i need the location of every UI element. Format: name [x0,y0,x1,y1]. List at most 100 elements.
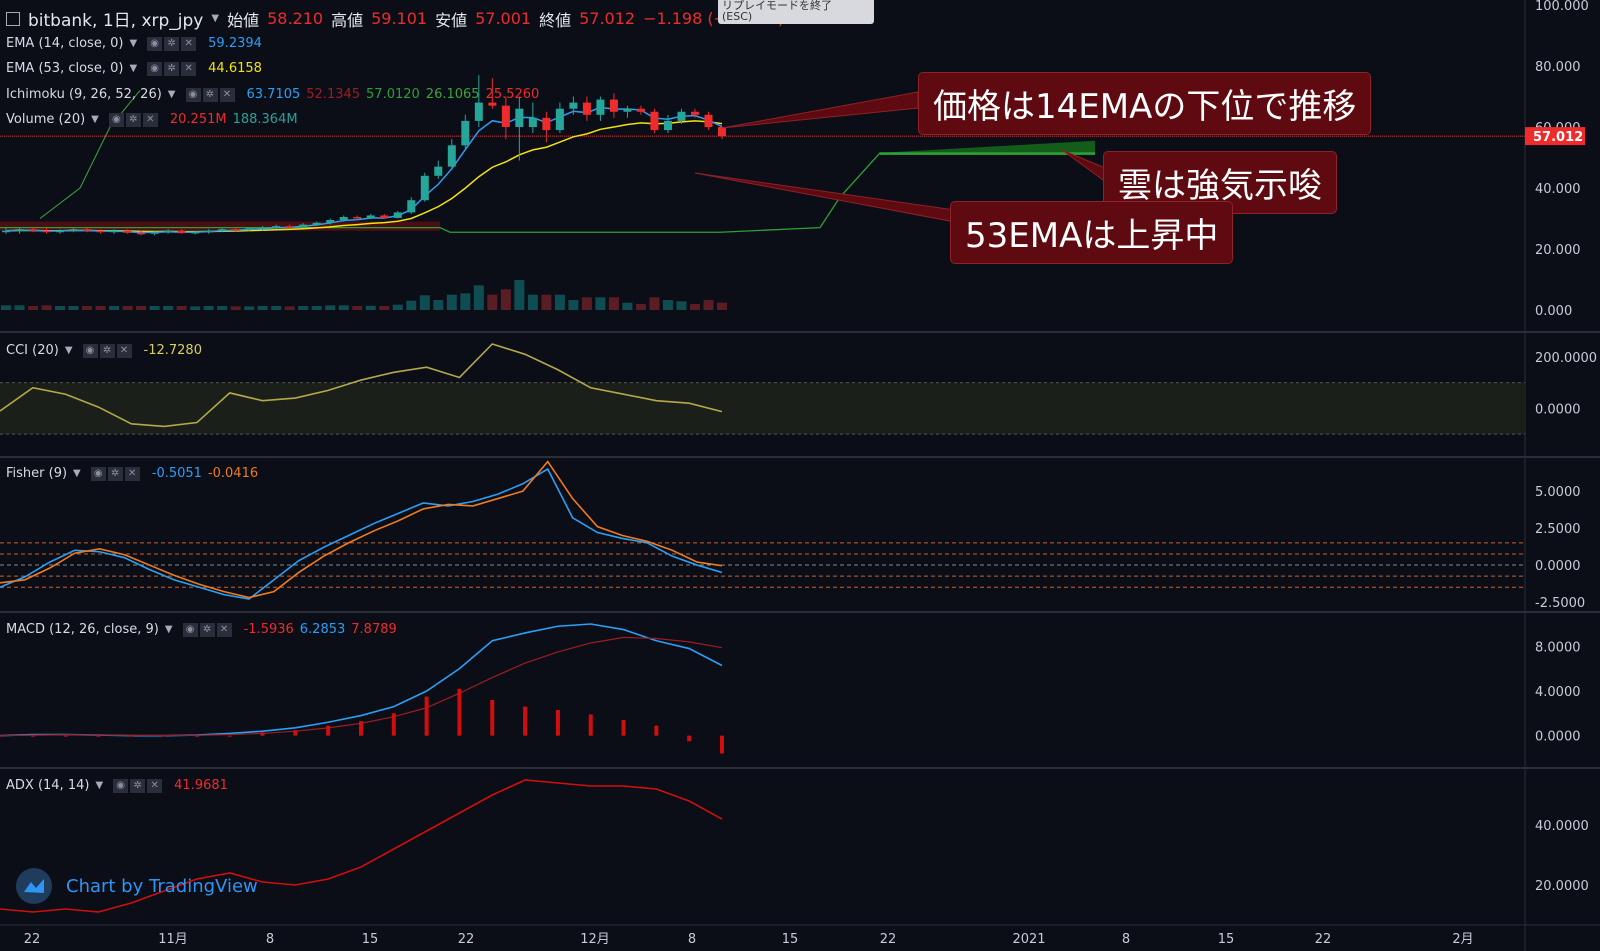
candle-body [231,229,240,231]
legend-macd[interactable]: MACD (12, 26, close, 9) ▼ ◉ ✲ ✕ -1.5936 6.2… [6,622,397,637]
close-icon[interactable]: ✕ [124,466,140,481]
chevron-down-icon[interactable]: ▼ [129,38,138,49]
candle-body [569,102,578,109]
chevron-down-icon[interactable]: ▼ [164,624,173,635]
close-icon[interactable]: ✕ [116,343,132,358]
annotation-callout[interactable]: 53EMAは上昇中 [950,201,1234,264]
eye-icon[interactable]: ◉ [113,778,129,793]
legend-ichimoku[interactable]: Ichimoku (9, 26, 52, 26) ▼ ◉ ✲ ✕ 63.7105 52… [6,87,539,102]
close-icon[interactable]: ✕ [216,622,232,637]
volume-bar [717,302,727,310]
volume-bar [230,306,241,310]
eye-icon[interactable]: ◉ [147,36,163,51]
legend-ema14[interactable]: EMA (14, close, 0) ▼ ◉ ✲ ✕ 59.2394 [6,36,262,51]
eye-icon[interactable]: ◉ [108,112,124,127]
candle-body [164,230,173,233]
chevron-down-icon[interactable]: ▼ [211,13,220,24]
macd-histogram-bar [129,735,134,737]
volume-bar [163,306,174,310]
eye-icon[interactable]: ◉ [185,87,201,102]
y-tick-label: 200.0000 [1535,351,1597,366]
volume-bar [14,305,25,310]
macd-histogram-bar [359,721,363,736]
gear-icon[interactable]: ✲ [130,778,146,793]
eye-icon[interactable]: ◉ [90,466,106,481]
candle-body [353,216,362,219]
replay-tooltip[interactable]: リプレイモードを終了 (ESC) [718,0,874,24]
chevron-down-icon[interactable]: ▼ [95,780,104,791]
volume-bar [298,306,309,310]
senkou-span-a [0,152,1095,233]
y-tick-label: 80.000 [1535,60,1581,75]
low-label: 安値 [435,10,468,30]
chevron-down-icon[interactable]: ▼ [129,63,138,74]
gear-icon[interactable]: ✲ [202,87,218,102]
candle-body [366,215,375,219]
candle-body [690,111,699,115]
indicator-value: 7.8789 [351,622,397,637]
candle-body [204,230,213,233]
chevron-down-icon[interactable]: ▼ [64,345,73,356]
candle-body [285,226,294,228]
x-tick-label: 8 [1122,932,1130,947]
volume-bar [500,289,511,310]
gear-icon[interactable]: ✲ [164,61,180,76]
volume-bar [190,306,201,310]
chevron-down-icon[interactable]: ▼ [91,114,99,125]
close-icon[interactable]: ✕ [181,61,197,76]
close-icon[interactable]: ✕ [147,778,163,793]
gear-icon[interactable]: ✲ [125,112,141,127]
legend-ema53[interactable]: EMA (53, close, 0) ▼ ◉ ✲ ✕ 44.6158 [6,61,262,76]
volume-bar [689,304,700,310]
candle-body [582,102,591,115]
macd-histogram-bar [326,725,331,736]
eye-icon[interactable]: ◉ [182,622,198,637]
fisher-trigger-line [0,460,723,599]
tradingview-branding[interactable]: Chart by TradingView [16,868,258,904]
eye-icon[interactable]: ◉ [147,61,163,76]
indicator-name: Fisher (9) [6,466,68,481]
ichimoku-cloud-bullish [880,140,1095,153]
gear-icon[interactable]: ✲ [99,343,115,358]
volume-bar [28,306,39,310]
candle-body [461,120,470,146]
volume-bar [608,297,619,310]
macd-histogram-bar [96,735,101,737]
volume-bar [149,306,160,310]
annotation-callout[interactable]: 価格は14EMAの下位で推移 [918,72,1372,135]
legend-cci[interactable]: CCI (20) ▼ ◉ ✲ ✕ -12.7280 [6,343,202,358]
indicator-value: 188.364M [232,112,298,127]
candle-body [177,230,186,234]
chevron-down-icon[interactable]: ▼ [73,468,81,479]
legend-adx[interactable]: ADX (14, 14) ▼ ◉ ✲ ✕ 41.9681 [6,778,228,793]
y-tick-label: 0.0000 [1535,402,1581,417]
candle-body [704,114,713,127]
macd-histogram-bar [293,730,298,736]
volume-bar [68,306,79,310]
legend-volume[interactable]: Volume (20) ▼ ◉ ✲ ✕ 20.251M 188.364M [6,112,298,127]
candle-body [501,105,510,127]
volume-bar [649,297,660,310]
chikou-span [39,90,141,219]
high-label: 高値 [331,10,364,30]
eye-icon[interactable]: ◉ [82,343,98,358]
legend-fisher[interactable]: Fisher (9) ▼ ◉ ✲ ✕ -0.5051 -0.0416 [6,466,258,481]
collapse-icon[interactable] [6,11,20,26]
close-icon[interactable]: ✕ [142,112,158,127]
fisher-line [0,467,723,600]
close-icon[interactable]: ✕ [219,87,235,102]
chevron-down-icon[interactable]: ▼ [167,89,176,100]
gear-icon[interactable]: ✲ [164,36,180,51]
symbol-label[interactable]: bitbank, 1日, xrp_jpy [28,11,204,31]
volume-bar [271,306,282,310]
gear-icon[interactable]: ✲ [107,466,123,481]
candle-body [15,229,24,231]
macd-histogram-bar [654,725,659,736]
indicator-value: 25.5260 [485,87,540,102]
x-tick-label: 22 [880,932,897,947]
gear-icon[interactable]: ✲ [199,622,215,637]
indicator-value: 44.6158 [208,61,262,76]
candle-body [380,215,389,218]
close-icon[interactable]: ✕ [181,36,197,51]
